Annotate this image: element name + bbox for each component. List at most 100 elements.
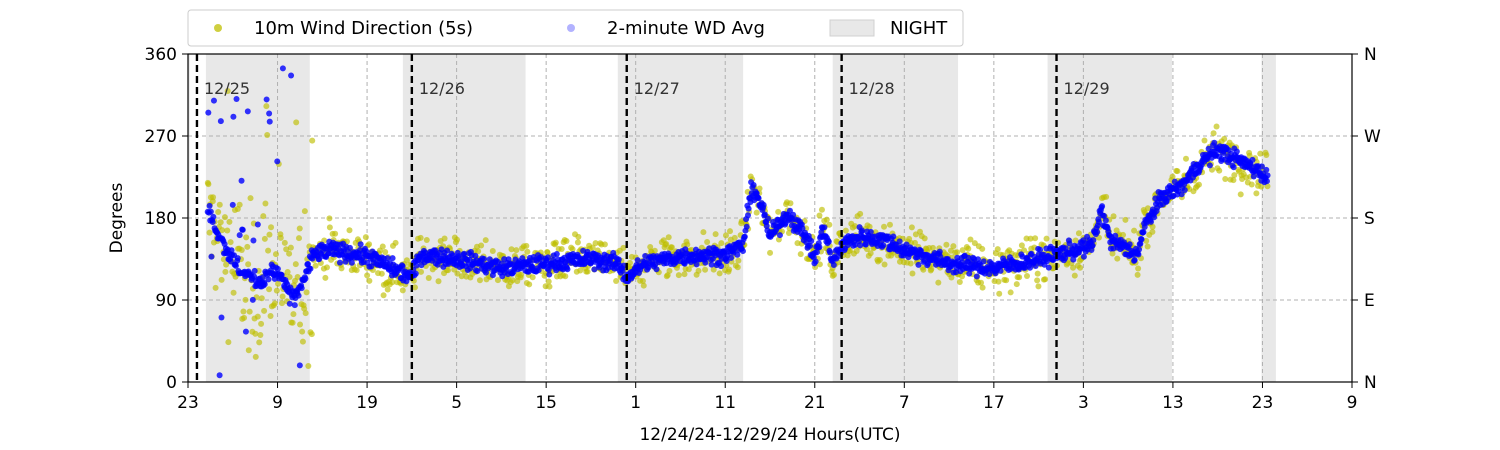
x-tick-label: 11 [714,393,736,413]
wd-avg-point [234,255,241,262]
wd-avg-point [760,201,767,208]
wd-avg-point [251,273,258,280]
wind-direction-point [1149,228,1156,235]
wind-direction-point [489,247,496,254]
wind-direction-point [797,251,804,258]
wind-direction-point [273,287,280,294]
legend-box [187,9,964,47]
wd-avg-point [741,233,748,240]
wind-direction-point [1027,235,1034,242]
wd-2min-avg-series [204,65,1271,379]
wind-direction-point [956,278,963,285]
wind-direction-point [366,277,373,284]
wind-direction-point [366,241,373,248]
wind-direction-point [245,261,252,268]
wind-direction-point [753,209,760,216]
wind-direction-point [240,308,247,315]
wd-avg-point [348,259,355,266]
wd-avg-point [296,362,303,369]
wd-avg-point [1136,246,1143,253]
wd-avg-point [745,205,752,212]
midnight-markers: 12/25 12/26 12/27 12/28 12/29 [195,54,1110,382]
wind-direction-point [227,239,234,246]
wd-avg-point [291,302,298,309]
wd-avg-point [346,244,353,251]
wind-direction-point [302,310,309,317]
wind-direction-point [681,271,688,278]
wd-avg-point [505,256,512,263]
legend-marker-wind-direction [214,24,222,32]
wind-direction-point [569,246,576,253]
wind-direction-point [562,273,569,280]
wd-avg-point [997,267,1004,274]
wind-direction-point [1143,237,1150,244]
wd-avg-point [880,242,887,249]
wind-direction-point [756,185,763,192]
wind-direction-point [326,224,333,231]
wind-direction-point [482,237,489,244]
wd-avg-point [302,275,309,282]
wd-avg-point [1249,156,1256,163]
wind-direction-point [928,266,935,273]
wind-direction-point [299,338,306,345]
wind-direction-point [258,295,265,302]
wd-avg-point [389,255,396,262]
wd-avg-point [208,253,215,260]
wd-avg-point [825,238,832,245]
wind-direction-point [787,200,794,207]
wd-avg-point [744,212,751,219]
wind-direction-point [851,223,858,230]
wind-direction-point [230,289,237,296]
wind-direction-point [1035,283,1042,290]
wind-direction-point [1253,190,1260,197]
y-tick-label: 0 [166,373,177,393]
wind-direction-point [722,232,729,239]
wd-avg-point [217,118,224,125]
wd-avg-point [755,195,762,202]
wind-direction-point [545,278,552,285]
wind-direction-point [518,271,525,278]
wd-avg-point [1089,242,1096,249]
wd-avg-point [862,241,869,248]
wd-avg-point [250,237,257,244]
wind-direction-point [423,237,430,244]
wind-direction-point [979,245,986,252]
wd-avg-point [230,113,237,120]
wd-avg-point [1126,241,1133,248]
wd-avg-point [232,262,239,269]
wd-avg-point [307,265,314,272]
x-tick-label: 5 [451,393,462,413]
wd-avg-point [790,211,797,218]
wind-direction-point [294,273,301,280]
wind-direction-point [1210,130,1217,137]
wd-avg-point [266,110,273,117]
wind-direction-point [267,312,274,319]
wind-direction-point [353,267,360,274]
wind-direction-point [303,289,310,296]
wind-direction-point [380,292,387,299]
wd-avg-point [207,208,214,215]
wind-direction-point [266,286,273,293]
wind-direction-point [620,244,627,251]
wind-direction-point [458,273,465,280]
wind-direction-point [523,242,530,249]
x-tick-label: 9 [272,393,283,413]
x-tick-label: 3 [1078,393,1089,413]
wind-direction-point [954,249,961,256]
wind-direction-point [909,270,916,277]
wind-direction-point [577,267,584,274]
wd-avg-point [761,211,768,218]
y-axis-ticks: 0 90 180 270 360 [145,45,188,393]
wd-avg-point [653,266,660,273]
wind-direction-point [224,87,231,94]
wd-avg-point [242,328,249,335]
wind-direction-point [212,284,219,291]
wd-avg-point [474,268,481,275]
wind-direction-point [275,280,282,287]
wind-direction-point [243,234,250,241]
wd-avg-point [750,181,757,188]
wind-direction-point [247,195,254,202]
wind-direction-point [378,270,385,277]
wind-direction-point [712,231,719,238]
